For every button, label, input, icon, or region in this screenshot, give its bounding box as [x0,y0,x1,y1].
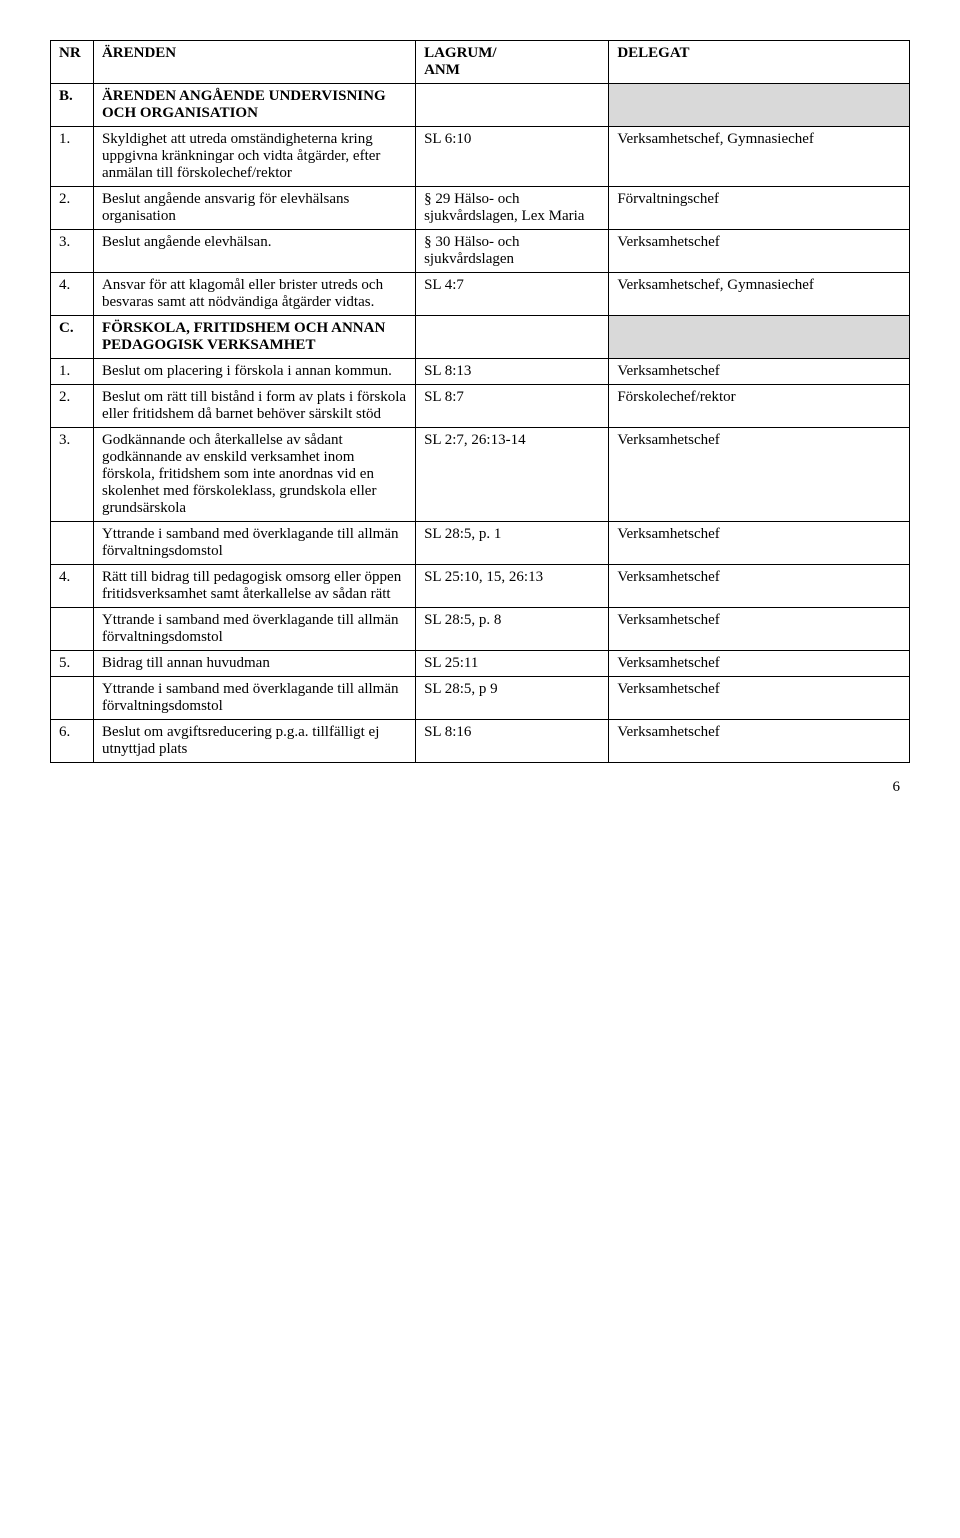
cell-delegat: Verksamhetschef [609,230,910,273]
cell-text: Beslut angående ansvarig för elevhälsans… [93,187,415,230]
cell-nr: 4. [51,565,94,608]
table-row: Yttrande i samband med överklagande till… [51,608,910,651]
cell-lagrum: SL 6:10 [416,127,609,187]
cell-delegat: Verksamhetschef [609,522,910,565]
cell-lagrum: SL 8:16 [416,720,609,763]
table-row: 4.Ansvar för att klagomål eller brister … [51,273,910,316]
cell-nr: C. [51,316,94,359]
table-row: 3.Beslut angående elevhälsan.§ 30 Hälso-… [51,230,910,273]
cell-nr: 3. [51,428,94,522]
cell-lagrum: SL 25:10, 15, 26:13 [416,565,609,608]
header-nr: NR [51,41,94,84]
cell-text: Yttrande i samband med överklagande till… [93,677,415,720]
table-row: 2.Beslut angående ansvarig för elevhälsa… [51,187,910,230]
table-row: Yttrande i samband med överklagande till… [51,522,910,565]
table-row: 2.Beslut om rätt till bistånd i form av … [51,385,910,428]
main-table: NR ÄRENDEN LAGRUM/ ANM DELEGAT B.ÄRENDEN… [50,40,910,763]
cell-lagrum: SL 28:5, p. 8 [416,608,609,651]
cell-nr [51,608,94,651]
cell-text: Godkännande och återkallelse av sådant g… [93,428,415,522]
table-row: 4.Rätt till bidrag till pedagogisk omsor… [51,565,910,608]
cell-text: Beslut om avgiftsreducering p.g.a. tillf… [93,720,415,763]
header-delegat: DELEGAT [609,41,910,84]
cell-text: Yttrande i samband med överklagande till… [93,608,415,651]
cell-text: Yttrande i samband med överklagande till… [93,522,415,565]
cell-text: FÖRSKOLA, FRITIDSHEM OCH ANNAN PEDAGOGIS… [93,316,415,359]
cell-delegat: Verksamhetschef [609,565,910,608]
cell-delegat: Verksamhetschef [609,651,910,677]
cell-nr: 1. [51,359,94,385]
cell-text: ÄRENDEN ANGÅENDE UNDERVISNING OCH ORGANI… [93,84,415,127]
cell-delegat: Verksamhetschef [609,677,910,720]
cell-lagrum: SL 25:11 [416,651,609,677]
cell-delegat: Förvaltningschef [609,187,910,230]
cell-delegat: Verksamhetschef, Gymnasiechef [609,127,910,187]
cell-lagrum [416,84,609,127]
cell-nr [51,677,94,720]
cell-text: Beslut om rätt till bistånd i form av pl… [93,385,415,428]
cell-delegat: Verksamhetschef [609,428,910,522]
cell-delegat: Verksamhetschef [609,608,910,651]
cell-nr: 6. [51,720,94,763]
cell-text: Skyldighet att utreda omständigheterna k… [93,127,415,187]
table-row: 3.Godkännande och återkallelse av sådant… [51,428,910,522]
cell-nr: B. [51,84,94,127]
cell-lagrum: SL 8:7 [416,385,609,428]
cell-nr: 3. [51,230,94,273]
cell-delegat [609,316,910,359]
header-row: NR ÄRENDEN LAGRUM/ ANM DELEGAT [51,41,910,84]
cell-nr: 4. [51,273,94,316]
cell-nr: 2. [51,385,94,428]
cell-delegat: Förskolechef/rektor [609,385,910,428]
table-row: 6.Beslut om avgiftsreducering p.g.a. til… [51,720,910,763]
cell-lagrum: SL 28:5, p. 1 [416,522,609,565]
table-row: C.FÖRSKOLA, FRITIDSHEM OCH ANNAN PEDAGOG… [51,316,910,359]
cell-delegat: Verksamhetschef [609,720,910,763]
header-arenden: ÄRENDEN [93,41,415,84]
cell-text: Beslut om placering i förskola i annan k… [93,359,415,385]
table-row: 1.Beslut om placering i förskola i annan… [51,359,910,385]
cell-nr [51,522,94,565]
page-number: 6 [50,779,910,796]
cell-text: Rätt till bidrag till pedagogisk omsorg … [93,565,415,608]
cell-delegat [609,84,910,127]
table-row: B.ÄRENDEN ANGÅENDE UNDERVISNING OCH ORGA… [51,84,910,127]
cell-nr: 2. [51,187,94,230]
cell-lagrum: § 29 Hälso- och sjukvårdslagen, Lex Mari… [416,187,609,230]
cell-lagrum: SL 28:5, p 9 [416,677,609,720]
cell-lagrum [416,316,609,359]
cell-lagrum: § 30 Hälso- och sjukvårdslagen [416,230,609,273]
cell-delegat: Verksamhetschef [609,359,910,385]
table-row: 5.Bidrag till annan huvudmanSL 25:11Verk… [51,651,910,677]
cell-text: Ansvar för att klagomål eller brister ut… [93,273,415,316]
table-row: 1.Skyldighet att utreda omständigheterna… [51,127,910,187]
header-lagrum: LAGRUM/ ANM [416,41,609,84]
cell-nr: 1. [51,127,94,187]
cell-nr: 5. [51,651,94,677]
cell-lagrum: SL 8:13 [416,359,609,385]
cell-delegat: Verksamhetschef, Gymnasiechef [609,273,910,316]
cell-text: Beslut angående elevhälsan. [93,230,415,273]
table-row: Yttrande i samband med överklagande till… [51,677,910,720]
cell-lagrum: SL 2:7, 26:13-14 [416,428,609,522]
cell-lagrum: SL 4:7 [416,273,609,316]
cell-text: Bidrag till annan huvudman [93,651,415,677]
